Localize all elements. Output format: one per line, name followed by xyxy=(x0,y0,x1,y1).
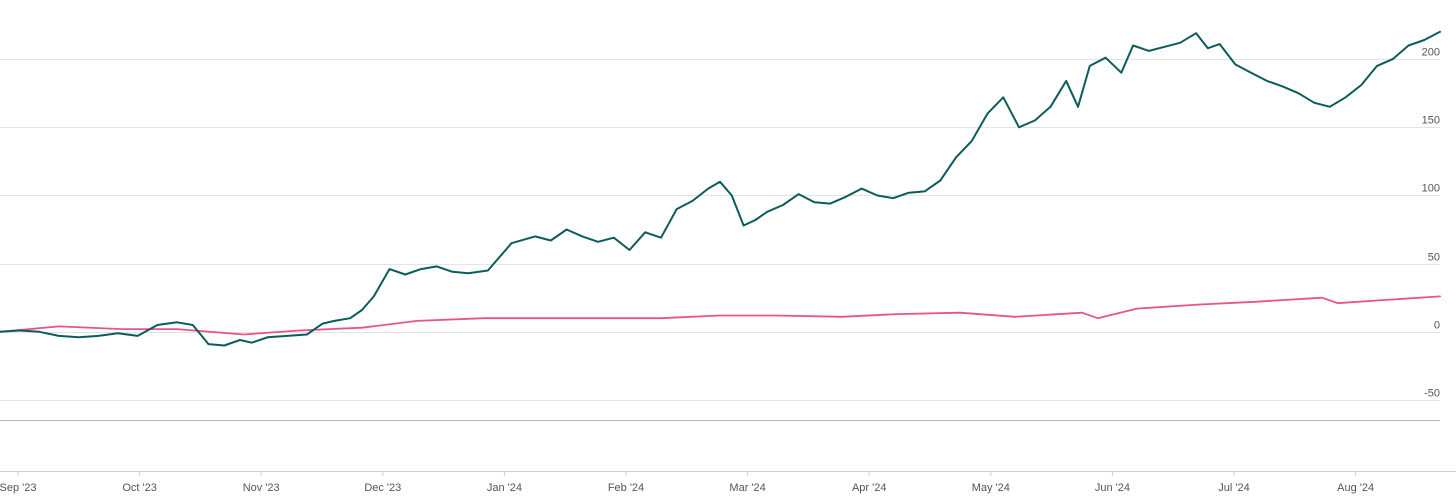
y-tick-label: 150 xyxy=(1422,115,1440,127)
x-tick-label: Jun '24 xyxy=(1095,482,1130,494)
x-tick-label: Dec '23 xyxy=(364,482,401,494)
x-tick-label: Jul '24 xyxy=(1218,482,1249,494)
series-line-2 xyxy=(0,295,1441,336)
y-tick-label: -50 xyxy=(1424,388,1440,400)
gridlines xyxy=(0,59,1440,401)
y-tick-label: 100 xyxy=(1422,183,1440,195)
x-tick-label: Oct '23 xyxy=(122,482,157,494)
y-tick-label: 50 xyxy=(1428,252,1440,264)
series-group xyxy=(0,30,1441,347)
x-tick-label: Sep '23 xyxy=(0,482,36,494)
y-tick-label: 200 xyxy=(1422,47,1440,59)
y-tick-label: 0 xyxy=(1434,320,1440,332)
x-tick-label: Apr '24 xyxy=(852,482,887,494)
x-tick-label: Jan '24 xyxy=(487,482,522,494)
series-line-1 xyxy=(0,30,1441,347)
x-tick-label: May '24 xyxy=(972,482,1010,494)
x-tick-label: Feb '24 xyxy=(608,482,644,494)
y-axis: -50 0 50 100 150 200 xyxy=(1422,47,1440,400)
x-tick-label: Nov '23 xyxy=(243,482,280,494)
x-tick-label: Mar '24 xyxy=(729,482,765,494)
x-axis: Sep '23 Oct '23 Nov '23 Dec '23 Jan '24 Feb '… xyxy=(0,471,1374,494)
x-tick-label: Aug '24 xyxy=(1337,482,1374,494)
